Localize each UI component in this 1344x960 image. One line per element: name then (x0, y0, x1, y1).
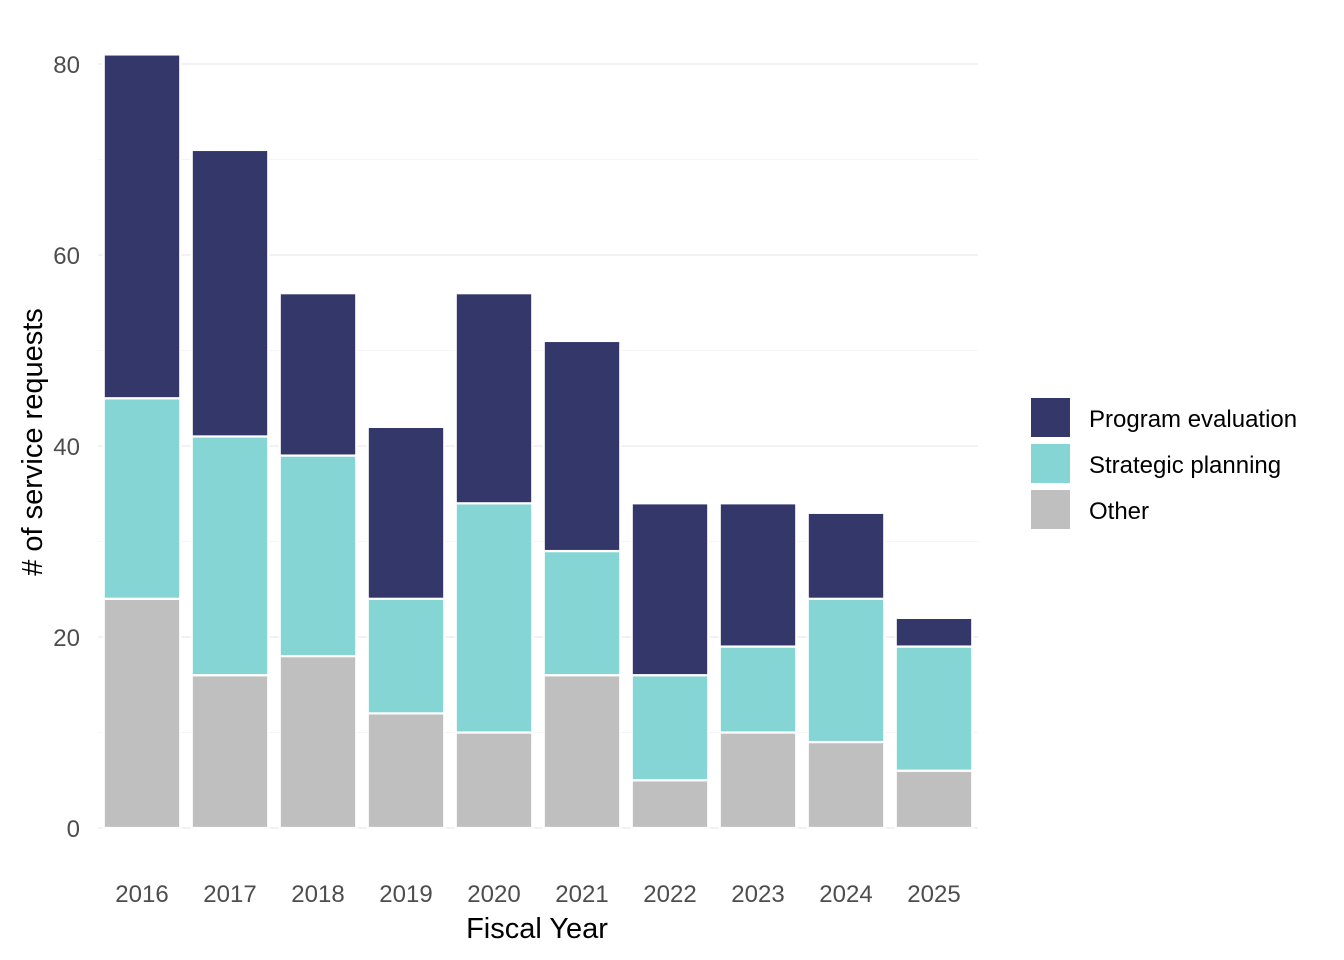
x-axis-ticks: 2016 2017 2018 2019 2020 2021 2022 2023 2024 2025 (115, 881, 960, 908)
bar-segment-other-2020 (454, 731, 534, 830)
x-tick-label: 2019 (379, 881, 432, 908)
bar-segment-program-evaluation-2017 (190, 148, 270, 438)
y-tick-label: 60 (53, 243, 80, 270)
x-tick-label: 2020 (467, 881, 520, 908)
bar-segment-program-evaluation-2025 (894, 616, 974, 648)
bar-segment-program-evaluation-2020 (454, 292, 534, 505)
legend: Program evaluation Strategic planning Othe… (1031, 398, 1297, 529)
bar-segment-strategic-planning-2019 (366, 597, 446, 715)
bar-segment-other-2024 (806, 740, 886, 830)
x-tick-label: 2024 (819, 881, 872, 908)
bar-segment-strategic-planning-2021 (542, 549, 622, 677)
bar-segment-other-2021 (542, 674, 622, 830)
x-tick-label: 2021 (555, 881, 608, 908)
bar-segment-strategic-planning-2020 (454, 502, 534, 734)
legend-swatch (1031, 444, 1070, 483)
x-tick-label: 2017 (203, 881, 256, 908)
bar-segment-other-2017 (190, 674, 270, 830)
bar-segment-other-2022 (630, 779, 710, 830)
bar-segment-strategic-planning-2025 (894, 645, 974, 772)
x-axis-title: Fiscal Year (466, 913, 608, 945)
bar-segment-strategic-planning-2022 (630, 674, 710, 782)
legend-swatch (1031, 398, 1070, 437)
bar-segment-strategic-planning-2018 (278, 454, 358, 658)
bar-segment-program-evaluation-2023 (718, 502, 798, 648)
bar-segment-other-2023 (718, 731, 798, 830)
bar-segment-other-2025 (894, 769, 974, 830)
x-tick-label: 2023 (731, 881, 784, 908)
bar-segment-strategic-planning-2017 (190, 435, 270, 677)
y-tick-label: 80 (53, 52, 80, 79)
legend-label: Program evaluation (1089, 406, 1297, 433)
bar-segment-other-2019 (366, 712, 446, 830)
bar-segment-program-evaluation-2019 (366, 425, 446, 600)
x-tick-label: 2022 (643, 881, 696, 908)
y-axis-ticks: 0 20 40 60 80 (53, 52, 80, 843)
bar-segment-program-evaluation-2024 (806, 511, 886, 600)
bar-segment-program-evaluation-2018 (278, 292, 358, 457)
y-tick-label: 0 (67, 816, 80, 843)
y-axis-title: # of service requests (17, 308, 49, 576)
bar-segment-program-evaluation-2016 (102, 53, 182, 400)
y-tick-label: 20 (53, 625, 80, 652)
bar-segment-other-2016 (102, 597, 182, 830)
legend-swatch (1031, 490, 1070, 529)
bar-segment-strategic-planning-2023 (718, 645, 798, 734)
x-tick-label: 2025 (907, 881, 960, 908)
x-tick-label: 2018 (291, 881, 344, 908)
legend-label: Other (1089, 498, 1149, 525)
bar-segment-other-2018 (278, 654, 358, 830)
legend-label: Strategic planning (1089, 452, 1281, 479)
bar-segment-program-evaluation-2021 (542, 339, 622, 553)
bar-segment-strategic-planning-2024 (806, 597, 886, 744)
bar-segment-strategic-planning-2016 (102, 397, 182, 600)
x-tick-label: 2016 (115, 881, 168, 908)
bars (102, 53, 974, 830)
bar-segment-program-evaluation-2022 (630, 502, 710, 677)
y-tick-label: 40 (53, 434, 80, 461)
